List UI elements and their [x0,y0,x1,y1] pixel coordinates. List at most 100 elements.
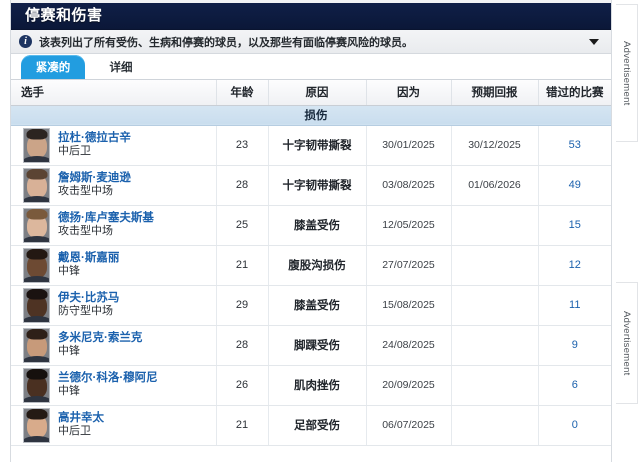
player-age: 21 [216,245,269,286]
player-cell: 多米尼克·索兰克 中锋 [11,325,217,366]
column-header-since[interactable]: 因为 [366,80,452,106]
table-row: 詹姆斯·麦迪逊 攻击型中场 28 十字韧带撕裂 03/08/2025 01/06/2026… [11,165,611,206]
table-header: 选手 年龄 原因 因为 预期回报 错过的比赛 [11,80,611,106]
column-header-age[interactable]: 年龄 [216,80,269,106]
left-gutter [0,0,10,462]
missed-matches-cell[interactable]: 53 [538,125,611,166]
expected-return-date [451,405,539,446]
avatar [23,127,50,163]
missed-matches-link[interactable]: 0 [571,419,578,431]
injury-since-date: 15/08/2025 [366,285,452,326]
avatar [23,207,50,243]
column-header-reason[interactable]: 原因 [268,80,367,106]
table-row: 兰德尔·科洛·穆阿尼 中锋 26 肌肉挫伤 20/09/2025 6 [11,365,611,406]
expected-return-date: 01/06/2026 [451,165,539,206]
player-name-link[interactable]: 伊夫·比苏马 [58,291,120,304]
player-age: 28 [216,165,269,206]
injury-since-date: 06/07/2025 [366,405,452,446]
player-age: 26 [216,365,269,406]
missed-matches-cell[interactable]: 12 [538,245,611,286]
player-cell: 伊夫·比苏马 防守型中场 [11,285,217,326]
missed-matches-cell[interactable]: 49 [538,165,611,206]
expected-return-date [451,365,539,406]
injury-since-date: 30/01/2025 [366,125,452,166]
column-header-expected-return[interactable]: 预期回报 [451,80,539,106]
missed-matches-cell[interactable]: 11 [538,285,611,326]
missed-matches-cell[interactable]: 0 [538,405,611,446]
injury-reason: 肌肉挫伤 [268,365,367,406]
injury-reason: 足部受伤 [268,405,367,446]
injury-since-date: 20/09/2025 [366,365,452,406]
player-name-link[interactable]: 詹姆斯·麦迪逊 [58,171,131,184]
player-age: 28 [216,325,269,366]
player-position: 中后卫 [58,145,91,158]
missed-matches-link[interactable]: 15 [568,219,581,231]
title-top-strip [11,0,611,3]
injuries-table: 选手 年龄 原因 因为 预期回报 错过的比赛 损伤 拉杜·德拉古辛 中后卫 23 十字韧… [11,80,611,446]
avatar [23,367,50,403]
table-row: 多米尼克·索兰克 中锋 28 脚踝受伤 24/08/2025 9 [11,325,611,366]
expected-return-date [451,205,539,246]
missed-matches-cell[interactable]: 15 [538,205,611,246]
player-name-link[interactable]: 多米尼克·索兰克 [58,331,143,344]
page-title: 停赛和伤害 [25,7,103,24]
expected-return-date [451,325,539,366]
avatar [23,407,50,443]
injury-reason: 十字韧带撕裂 [268,125,367,166]
player-position: 中锋 [58,265,80,278]
missed-matches-link[interactable]: 49 [568,179,581,191]
table-header-row: 选手 年龄 原因 因为 预期回报 错过的比赛 [11,80,611,106]
player-cell: 詹姆斯·麦迪逊 攻击型中场 [11,165,217,206]
column-header-missed-matches[interactable]: 错过的比赛 [538,80,611,106]
player-cell: 高井幸太 中后卫 [11,405,217,446]
table-section-label: 损伤 [11,105,611,126]
player-age: 29 [216,285,269,326]
info-bar: i 该表列出了所有受伤、生病和停赛的球员，以及那些有面临停赛风险的球员。 [11,30,611,54]
expected-return-date: 30/12/2025 [451,125,539,166]
missed-matches-link[interactable]: 9 [571,339,578,351]
injury-reason: 十字韧带撕裂 [268,165,367,206]
player-name-link[interactable]: 拉杜·德拉古辛 [58,131,131,144]
expected-return-date [451,245,539,286]
table-row: 伊夫·比苏马 防守型中场 29 膝盖受伤 15/08/2025 11 [11,285,611,326]
player-name-link[interactable]: 德扬·库卢塞夫斯基 [58,211,154,224]
advertisement-label: Advertisement [621,310,632,376]
tab-compact[interactable]: 紧凑的 [21,55,85,79]
table-row: 高井幸太 中后卫 21 足部受伤 06/07/2025 0 [11,405,611,446]
column-header-player[interactable]: 选手 [11,80,217,106]
missed-matches-cell[interactable]: 6 [538,365,611,406]
advertisement-slot-bottom[interactable]: Advertisement [616,282,638,404]
player-name-link[interactable]: 戴恩·斯嘉丽 [58,251,120,264]
missed-matches-cell[interactable]: 9 [538,325,611,366]
info-description: 该表列出了所有受伤、生病和停赛的球员，以及那些有面临停赛风险的球员。 [39,36,413,49]
panel-title-bar: 停赛和伤害 [11,0,611,30]
chevron-down-icon[interactable] [589,38,599,45]
injury-since-date: 27/07/2025 [366,245,452,286]
tab-bar: 紧凑的 详细 [11,54,611,80]
player-age: 21 [216,405,269,446]
player-cell: 德扬·库卢塞夫斯基 攻击型中场 [11,205,217,246]
injury-reason: 脚踝受伤 [268,325,367,366]
player-name-link[interactable]: 兰德尔·科洛·穆阿尼 [58,371,158,384]
avatar [23,327,50,363]
missed-matches-link[interactable]: 6 [571,379,578,391]
injury-reason: 腹股沟损伤 [268,245,367,286]
player-name-link[interactable]: 高井幸太 [58,411,104,424]
injuries-suspensions-panel: 停赛和伤害 i 该表列出了所有受伤、生病和停赛的球员，以及那些有面临停赛风险的球… [10,0,612,462]
table-section-row: 损伤 [11,105,611,126]
advertisement-slot-top[interactable]: Advertisement [616,4,638,142]
missed-matches-link[interactable]: 12 [568,259,581,271]
table-row: 德扬·库卢塞夫斯基 攻击型中场 25 膝盖受伤 12/05/2025 15 [11,205,611,246]
player-position: 攻击型中场 [58,185,113,198]
avatar [23,247,50,283]
avatar [23,287,50,323]
tab-detailed[interactable]: 详细 [109,62,133,74]
table-row: 拉杜·德拉古辛 中后卫 23 十字韧带撕裂 30/01/2025 30/12/2025 53 [11,125,611,166]
missed-matches-link[interactable]: 11 [569,299,581,311]
info-icon: i [19,35,32,48]
injury-reason: 膝盖受伤 [268,205,367,246]
player-position: 防守型中场 [58,305,113,318]
missed-matches-link[interactable]: 53 [568,139,581,151]
player-cell: 兰德尔·科洛·穆阿尼 中锋 [11,365,217,406]
